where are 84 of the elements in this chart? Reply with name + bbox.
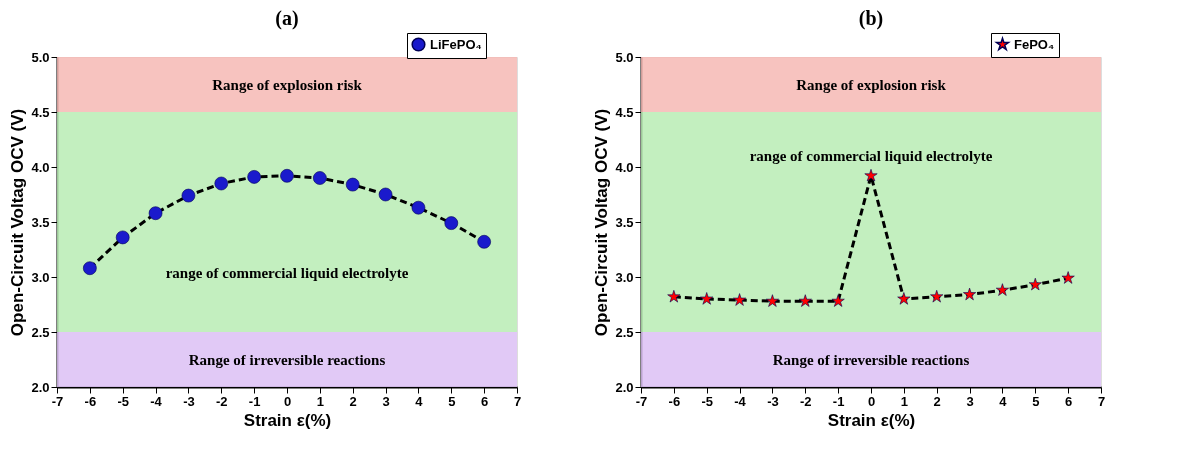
- point: [667, 289, 681, 303]
- x-tick-label: 2: [349, 393, 357, 409]
- x-tick-label: 3: [966, 393, 974, 409]
- y-tick-label: 4.0: [31, 159, 50, 175]
- y-tick-label: 3.5: [615, 214, 634, 230]
- band-label: Range of irreversible reactions: [772, 351, 970, 368]
- y-tick-label: 3.0: [615, 269, 634, 285]
- x-tick-label: 0: [867, 393, 876, 409]
- y-tick-label: 2.5: [615, 324, 634, 340]
- y-tick-label: 4.0: [615, 159, 634, 175]
- x-tick-label: 1: [316, 393, 324, 409]
- band-label: range of commercial liquid electrolyte: [749, 148, 993, 164]
- point: [897, 292, 911, 305]
- band-label: Range of explosion risk: [212, 76, 363, 93]
- x-tick-label: 4: [999, 393, 1008, 409]
- x-tick-label: -6: [84, 393, 97, 409]
- point: [280, 168, 294, 183]
- legend-label: FePO₄: [1014, 36, 1055, 52]
- x-tick-label: -5: [701, 393, 713, 409]
- legend-label: LiFePO₄: [430, 36, 482, 52]
- x-tick-label: 0: [283, 393, 292, 409]
- y-tick-label: 5.0: [615, 49, 634, 65]
- y-tick-label: 4.5: [31, 104, 50, 120]
- x-axis-title: Strain ε(%): [243, 410, 332, 430]
- x-tick-label: -7: [51, 393, 64, 409]
- point: [115, 230, 130, 245]
- point: [345, 177, 360, 192]
- x-tick-label: -1: [832, 393, 845, 409]
- point: [83, 261, 97, 276]
- x-tick-label: -4: [150, 393, 163, 409]
- band-label: Range of explosion risk: [796, 76, 947, 93]
- band-label: range of commercial liquid electrolyte: [165, 264, 409, 281]
- point: [181, 188, 196, 203]
- point: [444, 216, 459, 230]
- x-tick-label: -6: [668, 393, 681, 409]
- y-tick-label: 3.5: [31, 214, 50, 230]
- x-tick-label: 5: [448, 393, 456, 409]
- x-tick-label: 1: [900, 393, 908, 409]
- x-tick-label: 6: [481, 393, 489, 409]
- x-tick-label: -5: [117, 393, 129, 409]
- band-label: Range of irreversible reactions: [188, 351, 386, 368]
- x-tick-label: -3: [183, 393, 195, 409]
- point: [1061, 271, 1075, 284]
- x-tick-label: 7: [1097, 393, 1106, 409]
- x-tick-label: -2: [800, 393, 812, 409]
- x-tick-label: -4: [734, 393, 747, 409]
- chart-title: (b): [858, 6, 884, 30]
- point: [148, 206, 163, 221]
- point: [831, 294, 845, 307]
- y-tick-label: 2.0: [615, 379, 634, 395]
- y-tick-label: 2.5: [31, 324, 50, 340]
- point: [798, 294, 812, 307]
- point: [963, 287, 977, 301]
- x-tick-label: 7: [513, 393, 522, 409]
- point: [1028, 277, 1042, 291]
- x-tick-label: 5: [1032, 393, 1040, 409]
- x-tick-label: 6: [1065, 393, 1073, 409]
- point: [930, 289, 944, 303]
- point: [214, 176, 229, 191]
- x-tick-label: -1: [248, 393, 261, 409]
- x-tick-label: -3: [767, 393, 779, 409]
- point: [864, 168, 878, 182]
- y-axis-title: Open-Circuit Voltag OCV (V): [592, 108, 612, 337]
- point: [477, 234, 491, 249]
- point: [378, 187, 393, 202]
- point: [411, 200, 426, 215]
- y-tick-label: 2.0: [31, 379, 50, 395]
- point: [995, 283, 1009, 296]
- point: [765, 294, 779, 307]
- point: [247, 170, 261, 184]
- x-axis-title: Strain ε(%): [827, 410, 916, 430]
- point: [700, 292, 714, 305]
- y-tick-label: 5.0: [31, 49, 50, 65]
- y-axis-title: Open-Circuit Voltag OCV (V): [8, 108, 28, 337]
- x-tick-label: -7: [635, 393, 648, 409]
- x-tick-label: -2: [216, 393, 228, 409]
- x-tick-label: 4: [415, 393, 424, 409]
- point: [733, 293, 747, 306]
- y-tick-label: 3.0: [31, 269, 50, 285]
- y-tick-label: 4.5: [615, 104, 634, 120]
- chart-title: (a): [275, 6, 299, 30]
- x-tick-label: 2: [933, 393, 941, 409]
- point: [313, 171, 327, 185]
- x-tick-label: 3: [382, 393, 390, 409]
